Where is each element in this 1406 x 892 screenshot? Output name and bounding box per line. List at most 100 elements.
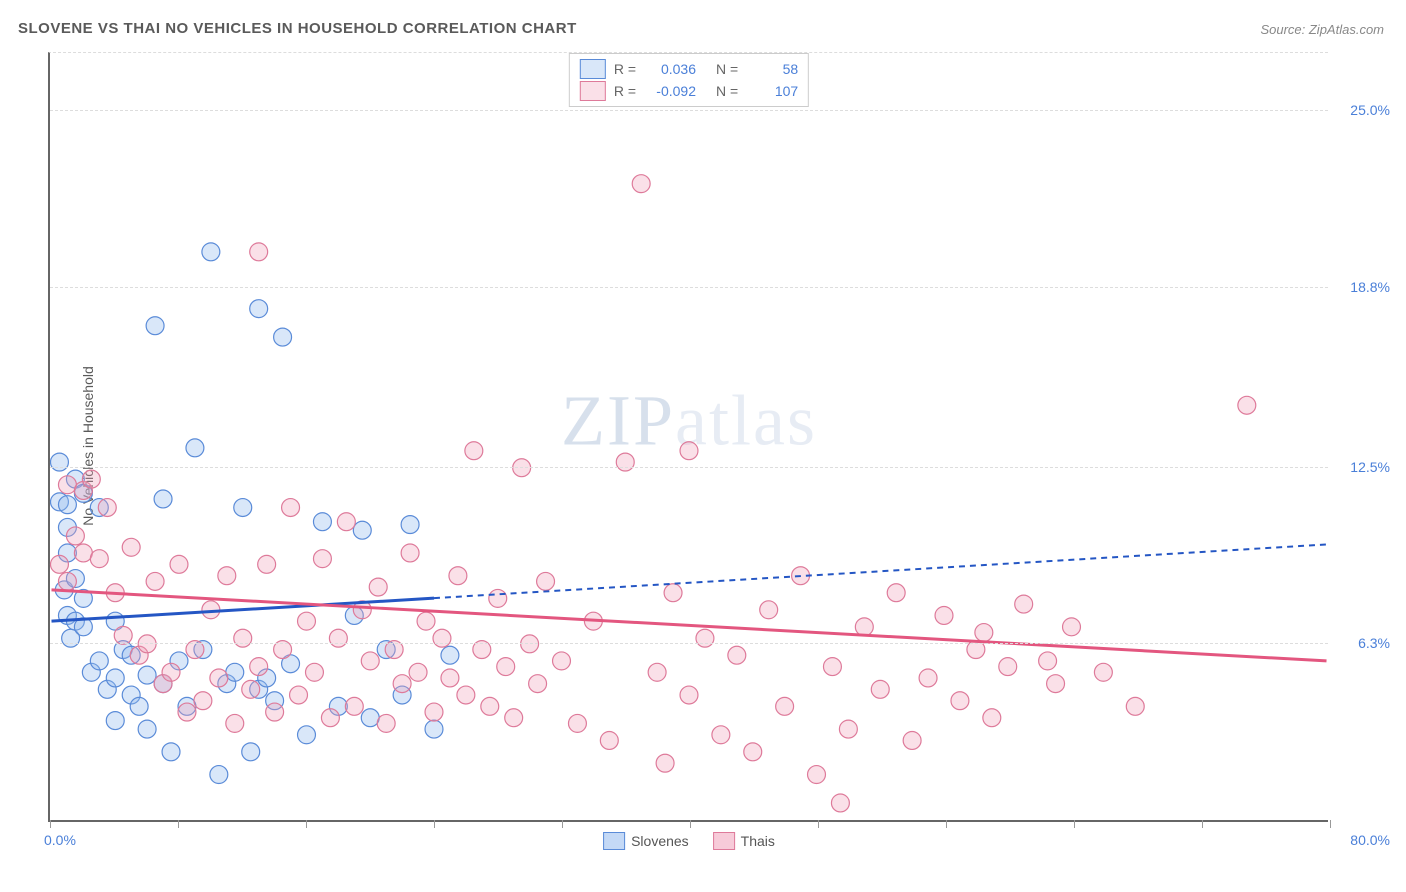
scatter-point bbox=[298, 612, 316, 630]
scatter-point bbox=[162, 743, 180, 761]
x-axis-max-label: 80.0% bbox=[1350, 832, 1390, 848]
legend-r-label: R = bbox=[614, 61, 636, 77]
legend-n-value: 58 bbox=[746, 61, 798, 77]
scatter-point bbox=[234, 499, 252, 517]
scatter-point bbox=[313, 513, 331, 531]
scatter-point bbox=[481, 697, 499, 715]
scatter-point bbox=[250, 658, 268, 676]
scatter-point bbox=[210, 766, 228, 784]
scatter-point bbox=[50, 453, 68, 471]
scatter-point bbox=[114, 626, 132, 644]
scatter-point bbox=[855, 618, 873, 636]
scatter-point bbox=[417, 612, 435, 630]
scatter-point bbox=[433, 629, 451, 647]
plot-area: ZIPatlas 6.3%12.5%18.8%25.0% 0.0% 80.0% … bbox=[48, 52, 1328, 822]
scatter-point bbox=[999, 658, 1017, 676]
scatter-point bbox=[50, 555, 68, 573]
scatter-point bbox=[1039, 652, 1057, 670]
scatter-point bbox=[441, 646, 459, 664]
scatter-point bbox=[664, 584, 682, 602]
legend-n-label: N = bbox=[716, 61, 738, 77]
scatter-point bbox=[712, 726, 730, 744]
scatter-point bbox=[401, 544, 419, 562]
scatter-point bbox=[178, 703, 196, 721]
scatter-point bbox=[553, 652, 571, 670]
x-tick bbox=[434, 820, 435, 828]
scatter-point bbox=[632, 175, 650, 193]
x-tick bbox=[946, 820, 947, 828]
scatter-point bbox=[138, 666, 156, 684]
scatter-point bbox=[90, 652, 108, 670]
scatter-point bbox=[831, 794, 849, 812]
scatter-point bbox=[680, 442, 698, 460]
scatter-point bbox=[130, 697, 148, 715]
series-legend: Slovenes Thais bbox=[603, 832, 775, 850]
scatter-point bbox=[465, 442, 483, 460]
scatter-point bbox=[226, 663, 244, 681]
scatter-point bbox=[441, 669, 459, 687]
series-legend-label: Slovenes bbox=[631, 833, 689, 849]
scatter-point bbox=[98, 499, 116, 517]
scatter-point bbox=[744, 743, 762, 761]
scatter-point bbox=[202, 243, 220, 261]
scatter-point bbox=[1047, 675, 1065, 693]
scatter-point bbox=[146, 317, 164, 335]
legend-r-label: R = bbox=[614, 83, 636, 99]
scatter-point bbox=[696, 629, 714, 647]
scatter-point bbox=[935, 607, 953, 625]
scatter-point bbox=[361, 709, 379, 727]
legend-swatch bbox=[603, 832, 625, 850]
scatter-point bbox=[975, 624, 993, 642]
scatter-point bbox=[154, 490, 172, 508]
scatter-point bbox=[250, 243, 268, 261]
scatter-point bbox=[234, 629, 252, 647]
scatter-point bbox=[306, 663, 324, 681]
legend-n-value: 107 bbox=[746, 83, 798, 99]
scatter-point bbox=[242, 680, 260, 698]
scatter-point bbox=[537, 572, 555, 590]
legend-row: R = 0.036 N = 58 bbox=[580, 58, 798, 80]
scatter-point bbox=[146, 572, 164, 590]
scatter-point bbox=[903, 731, 921, 749]
scatter-point bbox=[808, 766, 826, 784]
scatter-point bbox=[425, 720, 443, 738]
series-legend-item: Slovenes bbox=[603, 832, 689, 850]
scatter-point bbox=[656, 754, 674, 772]
scatter-point bbox=[274, 328, 292, 346]
scatter-point bbox=[250, 300, 268, 318]
x-tick bbox=[1202, 820, 1203, 828]
source-label: Source: ZipAtlas.com bbox=[1260, 22, 1384, 37]
scatter-point bbox=[106, 712, 124, 730]
x-tick bbox=[1074, 820, 1075, 828]
scatter-point bbox=[760, 601, 778, 619]
scatter-point bbox=[489, 589, 507, 607]
scatter-point bbox=[218, 567, 236, 585]
series-legend-item: Thais bbox=[713, 832, 775, 850]
scatter-point bbox=[377, 714, 395, 732]
scatter-point bbox=[266, 703, 284, 721]
correlation-legend: R = 0.036 N = 58 R =-0.092N =107 bbox=[569, 53, 809, 107]
scatter-point bbox=[210, 669, 228, 687]
scatter-point bbox=[425, 703, 443, 721]
scatter-point bbox=[66, 527, 84, 545]
scatter-point bbox=[329, 629, 347, 647]
legend-swatch bbox=[580, 81, 606, 101]
scatter-point bbox=[298, 726, 316, 744]
scatter-point bbox=[776, 697, 794, 715]
scatter-point bbox=[58, 496, 76, 514]
y-tick-label: 18.8% bbox=[1350, 279, 1390, 295]
legend-r-value: 0.036 bbox=[644, 61, 696, 77]
scatter-point bbox=[313, 550, 331, 568]
x-tick bbox=[690, 820, 691, 828]
scatter-point bbox=[529, 675, 547, 693]
x-tick bbox=[1330, 820, 1331, 828]
x-tick bbox=[818, 820, 819, 828]
scatter-point bbox=[839, 720, 857, 738]
legend-swatch bbox=[580, 59, 606, 79]
scatter-point bbox=[457, 686, 475, 704]
legend-row: R =-0.092N =107 bbox=[580, 80, 798, 102]
scatter-point bbox=[887, 584, 905, 602]
scatter-point bbox=[409, 663, 427, 681]
scatter-point bbox=[361, 652, 379, 670]
trend-line-solid bbox=[51, 590, 1326, 661]
